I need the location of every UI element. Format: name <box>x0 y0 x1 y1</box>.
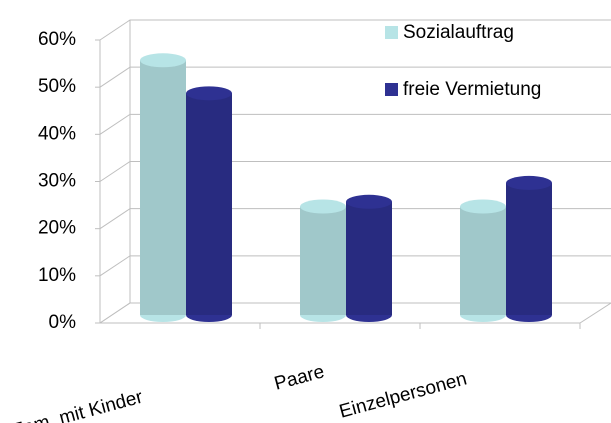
x-tick-label: Einzelpersonen <box>337 368 469 422</box>
cylinder-shade <box>346 201 392 315</box>
y-tick-label: 40% <box>38 123 76 144</box>
cylinder-body <box>506 182 552 322</box>
cylinder <box>300 199 346 322</box>
y-tick-label: 20% <box>38 218 76 239</box>
cylinder <box>346 194 392 322</box>
cylinder-shade <box>300 206 346 315</box>
legend-label: freie Vermietung <box>403 79 541 100</box>
legend-swatch <box>385 83 398 96</box>
grid-line <box>99 255 611 277</box>
cylinder-shade <box>140 60 186 315</box>
cylinder-shade <box>460 206 506 315</box>
x-tick-label: Fam. mit Kinder <box>10 387 146 423</box>
grid-line <box>99 302 611 324</box>
grid-line <box>99 19 611 41</box>
cylinder-body <box>300 206 346 322</box>
cylinder-top <box>346 194 392 209</box>
cylinder <box>140 53 186 323</box>
cylinder-shade <box>186 93 232 315</box>
cylinder-top <box>186 86 232 101</box>
grid-line <box>99 66 611 88</box>
cylinder <box>460 199 506 322</box>
y-tick-label: 10% <box>38 265 76 286</box>
legend-label: Sozialauftrag <box>403 22 514 43</box>
y-tick-label: 30% <box>38 171 76 192</box>
y-tick-label: 50% <box>38 76 76 97</box>
cylinder-top <box>300 199 346 214</box>
cylinder-body <box>460 206 506 322</box>
legend-swatch <box>385 26 398 39</box>
y-tick-label: 0% <box>49 312 77 333</box>
grid-line <box>99 161 611 182</box>
cylinder-top <box>140 53 186 68</box>
grid-line <box>99 208 611 230</box>
cylinder <box>506 175 552 322</box>
cylinder-body <box>140 60 186 323</box>
cylinder-shade <box>506 182 552 315</box>
x-tick-label: Paare <box>272 361 326 394</box>
cylinder-body <box>186 93 232 322</box>
cylinder-top <box>506 175 552 190</box>
cylinder-top <box>460 199 506 214</box>
y-tick-label: 60% <box>38 29 76 50</box>
cylinder <box>186 86 232 322</box>
cylinder-body <box>346 201 392 322</box>
grid-line <box>99 113 611 135</box>
